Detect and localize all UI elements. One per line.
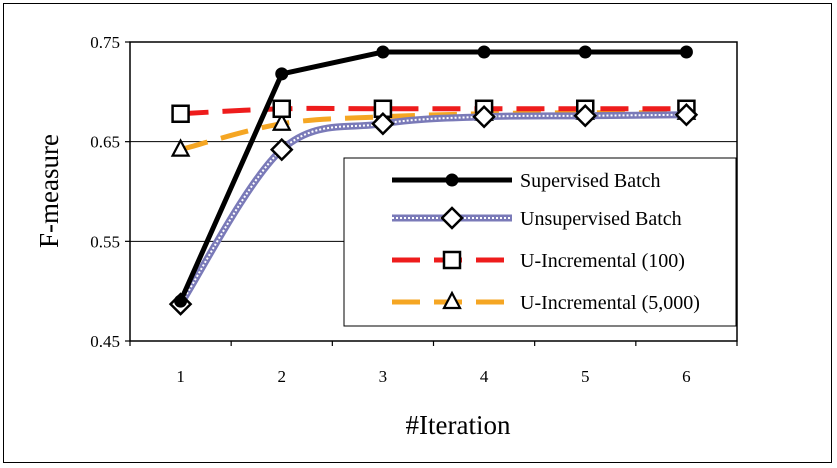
x-axis-ticks: 1 2 3 4 5 6 <box>129 341 738 386</box>
y-tick-label: 0.75 <box>90 33 120 52</box>
legend: Supervised Batch Unsupervised Batch U-Incr… <box>343 157 737 327</box>
triangle-marker <box>271 112 292 131</box>
y-axis-title: F-measure <box>34 134 64 248</box>
diamond-marker <box>269 137 294 162</box>
circle-marker <box>445 173 459 187</box>
legend-item: Unsupervised Batch <box>392 206 682 230</box>
legend-label: U-Incremental (100) <box>520 250 685 272</box>
triangle-marker <box>170 138 191 157</box>
square-marker <box>171 104 190 124</box>
circle-marker <box>275 67 289 81</box>
legend-item: U-Incremental (100) <box>392 250 685 272</box>
x-tick-label: 5 <box>581 367 590 386</box>
y-tick-label: 0.45 <box>90 332 120 351</box>
y-tick-label: 0.55 <box>90 232 120 251</box>
series-2 <box>168 102 699 316</box>
series-line <box>178 49 687 303</box>
diamond-marker <box>472 104 496 129</box>
diamond-marker <box>573 103 598 128</box>
series-line <box>179 110 687 153</box>
y-tick-label: 0.65 <box>90 133 120 152</box>
x-tick-label: 3 <box>379 367 388 386</box>
x-tick-label: 6 <box>682 367 691 386</box>
circle-marker <box>477 45 491 59</box>
diamond-marker <box>371 111 395 136</box>
diamond-marker <box>440 206 464 230</box>
legend-label: U-Incremental (5,000) <box>520 292 700 314</box>
circle-marker <box>578 45 592 59</box>
series-layer <box>168 45 699 316</box>
legend-label: Unsupervised Batch <box>520 208 682 230</box>
circle-marker <box>174 294 188 308</box>
square-marker <box>442 250 462 270</box>
circle-marker <box>376 45 390 59</box>
x-tick-label: 2 <box>278 367 287 386</box>
x-tick-label: 1 <box>176 367 185 386</box>
triangle-marker <box>442 290 462 310</box>
series-line <box>180 105 687 117</box>
x-tick-label: 4 <box>480 367 489 386</box>
legend-label: Supervised Batch <box>520 170 661 192</box>
legend-item: U-Incremental (5,000) <box>392 290 700 314</box>
diamond-marker <box>674 102 699 127</box>
x-axis-title: #Iteration <box>406 410 511 440</box>
circle-marker <box>679 45 693 59</box>
legend-box <box>343 157 737 327</box>
series-1 <box>174 45 693 308</box>
square-marker <box>272 99 291 119</box>
legend-item: Supervised Batch <box>392 170 661 192</box>
y-axis-ticks: 0.45 0.55 0.65 0.75 <box>90 33 130 351</box>
